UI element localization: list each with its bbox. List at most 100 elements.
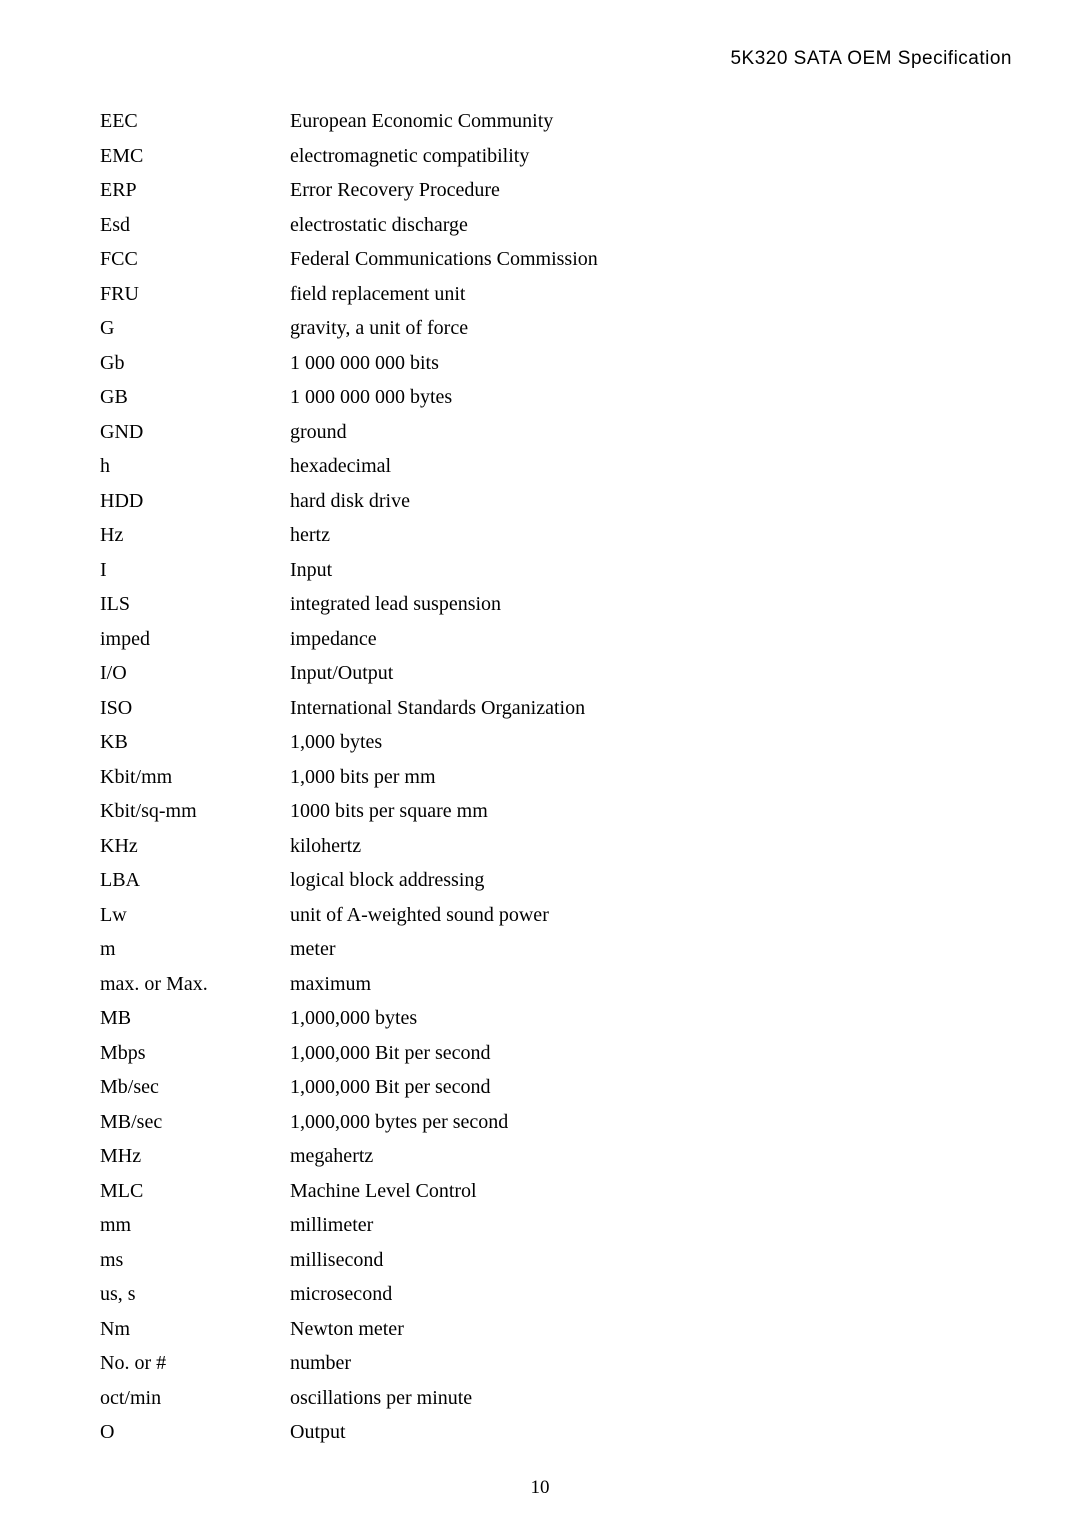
glossary-row: OOutput (100, 1421, 1010, 1444)
glossary-term: mm (100, 1214, 290, 1237)
glossary-row: ERPError Recovery Procedure (100, 179, 1010, 202)
glossary-row: KHzkilohertz (100, 835, 1010, 858)
glossary-term: KB (100, 731, 290, 754)
glossary-row: NmNewton meter (100, 1318, 1010, 1341)
glossary-term: Kbit/sq-mm (100, 800, 290, 823)
glossary-definition: impedance (290, 628, 1010, 651)
glossary-term: MB/sec (100, 1111, 290, 1134)
glossary-row: Ggravity, a unit of force (100, 317, 1010, 340)
glossary-row: ISOInternational Standards Organization (100, 697, 1010, 720)
glossary-definition: microsecond (290, 1283, 1010, 1306)
glossary-definition: 1,000,000 bytes (290, 1007, 1010, 1030)
glossary-term: EMC (100, 145, 290, 168)
glossary-definition: Machine Level Control (290, 1180, 1010, 1203)
glossary-definition: field replacement unit (290, 283, 1010, 306)
glossary-term: Gb (100, 352, 290, 375)
glossary-definition: megahertz (290, 1145, 1010, 1168)
glossary-row: Kbit/mm1,000 bits per mm (100, 766, 1010, 789)
page: 5K320 SATA OEM Specification EECEuropean… (0, 0, 1080, 1527)
glossary-term: EEC (100, 110, 290, 133)
glossary-term: HDD (100, 490, 290, 513)
glossary-term: imped (100, 628, 290, 651)
glossary-row: FCCFederal Communications Commission (100, 248, 1010, 271)
glossary-definition: millisecond (290, 1249, 1010, 1272)
glossary-row: IInput (100, 559, 1010, 582)
glossary-definition: ground (290, 421, 1010, 444)
glossary-row: MB/sec1,000,000 bytes per second (100, 1111, 1010, 1134)
page-header: 5K320 SATA OEM Specification (730, 48, 1012, 70)
glossary-term: GB (100, 386, 290, 409)
glossary-term: G (100, 317, 290, 340)
glossary-row: GNDground (100, 421, 1010, 444)
glossary-definition: logical block addressing (290, 869, 1010, 892)
glossary-definition: Input (290, 559, 1010, 582)
glossary-row: Lwunit of A-weighted sound power (100, 904, 1010, 927)
glossary-list: EECEuropean Economic CommunityEMCelectro… (100, 110, 1010, 1444)
glossary-row: impedimpedance (100, 628, 1010, 651)
glossary-row: Kbit/sq-mm1000 bits per square mm (100, 800, 1010, 823)
glossary-row: EMCelectromagnetic compatibility (100, 145, 1010, 168)
glossary-row: Esdelectrostatic discharge (100, 214, 1010, 237)
glossary-term: Nm (100, 1318, 290, 1341)
glossary-row: us, smicrosecond (100, 1283, 1010, 1306)
glossary-definition: hertz (290, 524, 1010, 547)
glossary-row: No. or #number (100, 1352, 1010, 1375)
glossary-term: GND (100, 421, 290, 444)
glossary-definition: Input/Output (290, 662, 1010, 685)
glossary-definition: 1 000 000 000 bytes (290, 386, 1010, 409)
glossary-row: FRUfield replacement unit (100, 283, 1010, 306)
glossary-definition: kilohertz (290, 835, 1010, 858)
glossary-definition: oscillations per minute (290, 1387, 1010, 1410)
glossary-definition: integrated lead suspension (290, 593, 1010, 616)
glossary-row: Mb/sec1,000,000 Bit per second (100, 1076, 1010, 1099)
glossary-row: Gb1 000 000 000 bits (100, 352, 1010, 375)
glossary-definition: gravity, a unit of force (290, 317, 1010, 340)
glossary-term: us, s (100, 1283, 290, 1306)
glossary-term: Mb/sec (100, 1076, 290, 1099)
glossary-definition: 1,000 bits per mm (290, 766, 1010, 789)
glossary-definition: 1,000 bytes (290, 731, 1010, 754)
glossary-term: No. or # (100, 1352, 290, 1375)
glossary-row: max. or Max.maximum (100, 973, 1010, 996)
glossary-definition: Error Recovery Procedure (290, 179, 1010, 202)
glossary-definition: millimeter (290, 1214, 1010, 1237)
glossary-term: MB (100, 1007, 290, 1030)
glossary-definition: 1,000,000 bytes per second (290, 1111, 1010, 1134)
glossary-row: LBAlogical block addressing (100, 869, 1010, 892)
glossary-term: KHz (100, 835, 290, 858)
glossary-row: MB1,000,000 bytes (100, 1007, 1010, 1030)
glossary-term: FCC (100, 248, 290, 271)
glossary-row: ILSintegrated lead suspension (100, 593, 1010, 616)
glossary-definition: 1000 bits per square mm (290, 800, 1010, 823)
glossary-term: Esd (100, 214, 290, 237)
glossary-definition: electromagnetic compatibility (290, 145, 1010, 168)
glossary-row: hhexadecimal (100, 455, 1010, 478)
glossary-term: O (100, 1421, 290, 1444)
glossary-definition: 1,000,000 Bit per second (290, 1042, 1010, 1065)
glossary-definition: 1 000 000 000 bits (290, 352, 1010, 375)
glossary-term: m (100, 938, 290, 961)
glossary-term: ISO (100, 697, 290, 720)
glossary-definition: unit of A-weighted sound power (290, 904, 1010, 927)
glossary-row: mmmillimeter (100, 1214, 1010, 1237)
glossary-term: ERP (100, 179, 290, 202)
glossary-definition: meter (290, 938, 1010, 961)
glossary-row: GB1 000 000 000 bytes (100, 386, 1010, 409)
glossary-definition: Newton meter (290, 1318, 1010, 1341)
glossary-term: ILS (100, 593, 290, 616)
glossary-definition: European Economic Community (290, 110, 1010, 133)
glossary-row: EECEuropean Economic Community (100, 110, 1010, 133)
glossary-row: HDDhard disk drive (100, 490, 1010, 513)
glossary-definition: Federal Communications Commission (290, 248, 1010, 271)
glossary-row: I/OInput/Output (100, 662, 1010, 685)
glossary-term: Kbit/mm (100, 766, 290, 789)
glossary-row: KB1,000 bytes (100, 731, 1010, 754)
glossary-row: MLCMachine Level Control (100, 1180, 1010, 1203)
glossary-term: MHz (100, 1145, 290, 1168)
glossary-term: I/O (100, 662, 290, 685)
glossary-definition: 1,000,000 Bit per second (290, 1076, 1010, 1099)
glossary-term: Lw (100, 904, 290, 927)
glossary-term: Mbps (100, 1042, 290, 1065)
glossary-definition: hard disk drive (290, 490, 1010, 513)
glossary-row: Hzhertz (100, 524, 1010, 547)
